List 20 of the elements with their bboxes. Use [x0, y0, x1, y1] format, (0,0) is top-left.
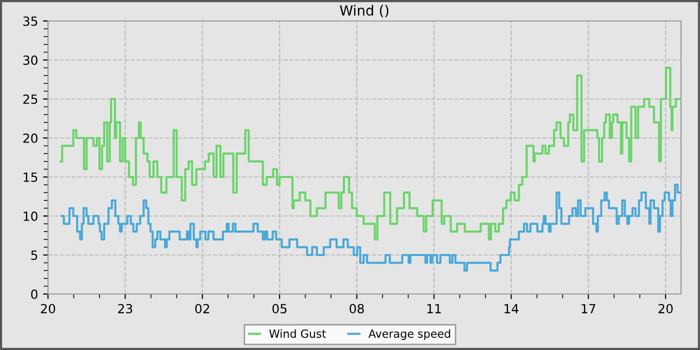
x-tick-label: 20 [40, 304, 56, 314]
x-tick-label: 17 [582, 304, 596, 314]
x-tick-label: 20 [658, 304, 673, 314]
y-tick-label: 10 [24, 211, 38, 221]
y-tick-label: 35 [23, 16, 38, 26]
x-tick-label: 23 [118, 304, 132, 314]
y-tick-label: 0 [31, 289, 38, 299]
legend-label: Wind Gust [269, 329, 326, 338]
y-tick-label: 5 [31, 250, 38, 260]
chart-title: Wind () [340, 4, 388, 18]
y-tick-label: 20 [23, 133, 38, 143]
x-tick-label: 05 [272, 304, 286, 314]
x-tick-label: 11 [427, 304, 441, 314]
x-tick-label: 02 [195, 304, 210, 314]
x-tick-label: 14 [504, 304, 518, 314]
y-tick-label: 30 [23, 55, 38, 65]
legend-label: Average speed [368, 329, 450, 340]
y-tick-label: 15 [24, 172, 38, 182]
x-tick-label: 08 [350, 304, 364, 314]
y-tick-label: 25 [23, 94, 38, 104]
